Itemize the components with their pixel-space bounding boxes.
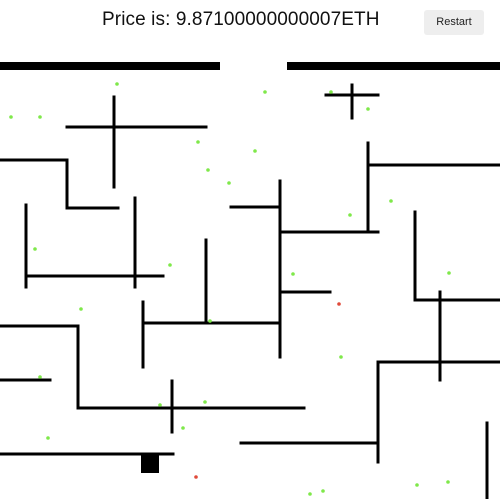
enemy-dot: [337, 302, 341, 306]
coin-dot: [33, 247, 37, 251]
maze-walls: [0, 62, 500, 499]
coin-dot: [253, 149, 257, 153]
game-header: Price is: 9.87100000000007ETH Restart: [0, 0, 500, 44]
coin-dot: [206, 168, 210, 172]
coins: [9, 82, 451, 496]
enemy-dot: [194, 475, 198, 479]
coin-dot: [389, 199, 393, 203]
coin-dot: [329, 90, 333, 94]
coin-dot: [308, 492, 312, 496]
price-label: Price is:: [102, 9, 176, 30]
coin-dot: [339, 355, 343, 359]
maze-top-wall: [0, 62, 220, 70]
enemies: [194, 302, 341, 479]
coin-dot: [181, 426, 185, 430]
coin-dot: [263, 90, 267, 94]
coin-dot: [348, 213, 352, 217]
coin-dot: [208, 319, 212, 323]
coin-dot: [196, 140, 200, 144]
coin-dot: [38, 375, 42, 379]
coin-dot: [158, 403, 162, 407]
coin-dot: [227, 181, 231, 185]
coin-dot: [415, 483, 419, 487]
price-display: Price is: 9.87100000000007ETH: [102, 9, 380, 31]
player-block: [141, 455, 159, 473]
price-unit: ETH: [341, 9, 380, 30]
coin-dot: [291, 272, 295, 276]
coin-dot: [168, 263, 172, 267]
coin-dot: [447, 271, 451, 275]
coin-dot: [79, 307, 83, 311]
price-value: 9.87100000000007: [175, 9, 342, 30]
maze-top-wall: [287, 62, 500, 70]
coin-dot: [9, 115, 13, 119]
coin-dot: [115, 82, 119, 86]
coin-dot: [446, 480, 450, 484]
coin-dot: [321, 489, 325, 493]
coin-dot: [203, 400, 207, 404]
restart-button[interactable]: Restart: [424, 10, 484, 35]
coin-dot: [38, 115, 42, 119]
coin-dot: [46, 436, 50, 440]
coin-dot: [366, 107, 370, 111]
